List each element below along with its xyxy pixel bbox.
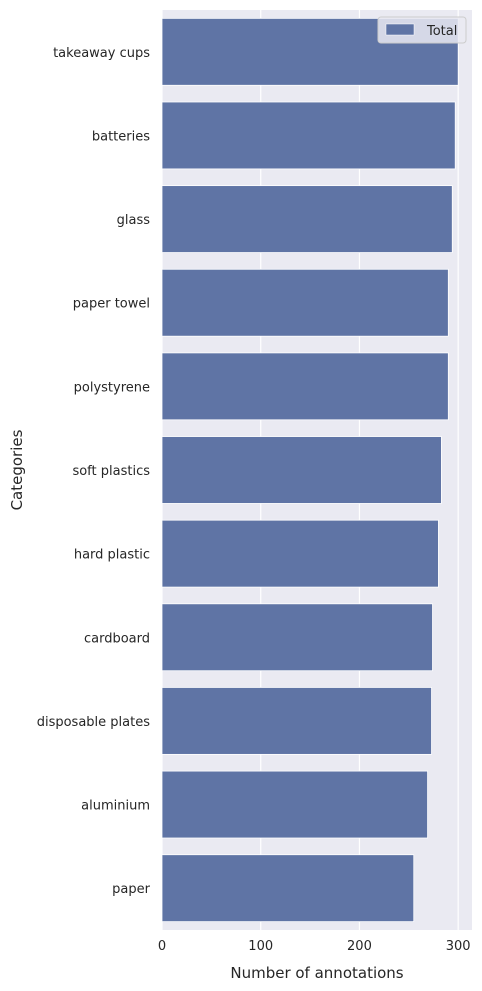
bars [161,17,459,923]
legend: Total [377,16,467,44]
y-tick-label: disposable plates [37,715,151,730]
y-tick-label: aluminium [81,799,150,814]
bar [161,268,449,337]
legend-box [377,16,467,44]
bar [161,854,415,923]
x-tick-label: 300 [446,939,471,954]
x-tick-label: 200 [347,939,372,954]
y-tick-label: soft plastics [72,464,150,479]
legend-label: Total [426,24,457,39]
bar [161,352,449,421]
y-axis-title: Categories [8,429,26,510]
x-tick-label: 100 [248,939,273,954]
bar [161,687,432,755]
y-tick-label: cardboard [84,631,150,646]
bar [161,519,439,588]
bar [161,436,442,504]
bar [161,101,456,170]
y-tick-label: glass [117,213,151,228]
bar [161,603,433,672]
y-tick-label: takeaway cups [53,46,150,61]
bar [161,185,453,253]
x-tick-labels: 0 100 200 300 [158,939,471,954]
legend-swatch [385,23,415,36]
y-tick-label: paper towel [73,297,150,312]
y-tick-label: polystyrene [74,380,150,395]
y-tick-label: batteries [92,129,150,144]
y-tick-labels: takeaway cups batteries glass paper towel po… [37,46,151,897]
y-tick-label: paper [112,882,150,897]
x-tick-label: 0 [158,939,166,954]
bar [161,770,428,839]
x-axis-title: Number of annotations [230,964,403,982]
y-tick-label: hard plastic [74,548,150,563]
